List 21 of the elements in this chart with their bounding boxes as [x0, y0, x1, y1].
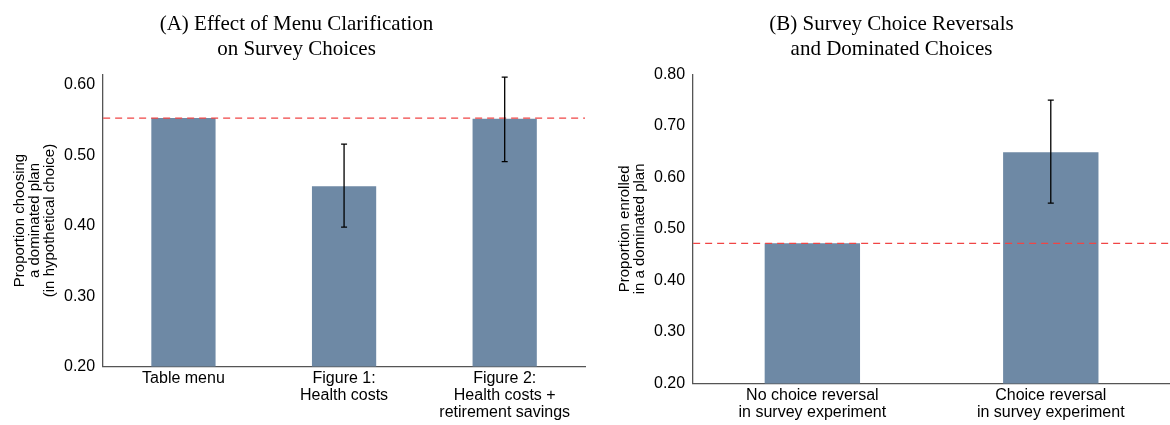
y-tick-label: 0.40 — [654, 270, 686, 288]
y-tick-label: 0.80 — [654, 64, 686, 82]
y-tick-label: 0.30 — [64, 286, 96, 304]
y-tick-label: 0.40 — [64, 216, 96, 234]
y-tick-label: 0.20 — [64, 357, 96, 375]
y-axis-title: Proportion choosing a dominated plan (in hypothetical choice) — [9, 143, 57, 298]
y-tick-label: 0.50 — [654, 219, 686, 237]
y-tick-label: 0.50 — [64, 145, 96, 163]
x-tick-label: Figure 2: Health costs + retirement savings — [439, 369, 571, 421]
x-tick-label: Choice reversal in survey experiment — [976, 386, 1126, 421]
y-tick-label: 0.60 — [654, 167, 686, 185]
y-tick-label: 0.70 — [654, 116, 686, 134]
y-tick-label: 0.30 — [654, 322, 686, 340]
y-axis-title: Proportion enrolled in a dominated plan — [614, 163, 647, 295]
x-tick-label: No choice reversal in survey experiment — [738, 386, 887, 421]
x-tick-label: Table menu — [142, 369, 225, 387]
x-tick-label: Figure 1: Health costs — [300, 369, 389, 404]
y-tick-label: 0.60 — [64, 75, 96, 93]
y-tick-label: 0.20 — [654, 373, 686, 391]
chart-title: (B) Survey Choice Reversals and Dominated Choices — [769, 11, 1014, 61]
chart-title: (A) Effect of Menu Clarification on Survey Choices — [159, 11, 434, 61]
